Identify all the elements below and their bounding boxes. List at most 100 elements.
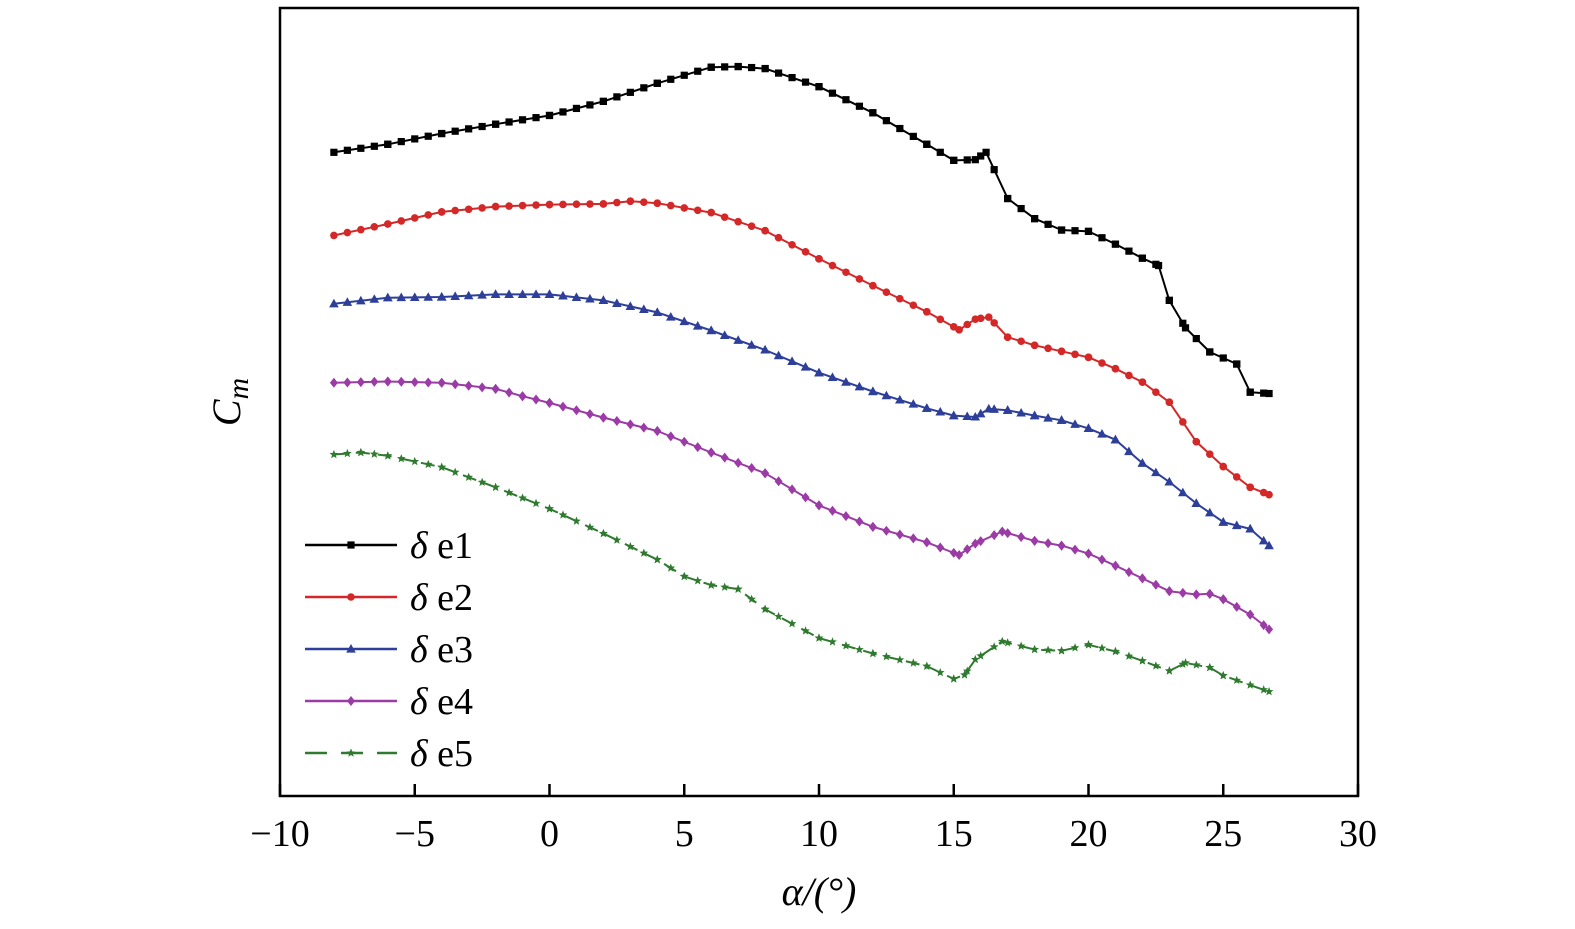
series-4-marker xyxy=(599,412,608,423)
series-4-marker xyxy=(505,387,514,398)
series-2-marker xyxy=(734,217,742,226)
series-5-marker xyxy=(989,642,999,651)
series-2-marker xyxy=(855,275,864,283)
series-3-marker xyxy=(396,292,407,302)
series-3-marker xyxy=(477,290,487,299)
legend-item-4: δ e4 xyxy=(305,681,473,723)
series-3-marker xyxy=(1043,412,1053,422)
series-1-marker xyxy=(411,135,419,143)
series-3-marker xyxy=(1083,423,1094,432)
x-tick-label: −10 xyxy=(250,813,309,855)
series-2-marker xyxy=(613,198,621,207)
series-1-marker xyxy=(1111,240,1120,248)
series-1-marker xyxy=(599,97,607,105)
series-1-marker xyxy=(640,84,648,92)
legend-label: δ e1 xyxy=(410,525,473,567)
series-4-marker xyxy=(410,377,419,388)
series-5-marker xyxy=(1232,675,1242,685)
series-4-marker xyxy=(949,547,958,558)
series-1-point xyxy=(982,148,990,156)
series-5-marker xyxy=(599,528,608,538)
series-1-marker xyxy=(586,101,594,109)
series-5-marker xyxy=(1124,651,1134,660)
series-2-marker xyxy=(990,319,998,327)
series-4-marker xyxy=(585,408,594,419)
series-4-marker xyxy=(424,377,433,388)
series-4-marker xyxy=(922,537,931,548)
series-5-marker xyxy=(720,582,730,591)
series-2 xyxy=(330,197,1273,499)
series-2-marker xyxy=(586,200,594,208)
series-3-marker xyxy=(706,325,716,335)
series-2-marker xyxy=(774,233,783,242)
series-1-marker xyxy=(707,63,715,71)
series-5-marker xyxy=(464,472,474,481)
series-4-marker xyxy=(370,376,379,387)
series-5-marker xyxy=(396,454,406,463)
series-2-marker xyxy=(1084,353,1093,362)
series-1-marker xyxy=(734,62,742,71)
series-1-point xyxy=(1181,324,1190,332)
series-2-marker xyxy=(1246,483,1254,492)
series-3-marker xyxy=(773,350,784,360)
series-4-marker xyxy=(693,442,702,453)
series-5-marker xyxy=(908,658,918,667)
legend-item-5: δ e5 xyxy=(305,733,473,775)
series-5-line xyxy=(333,451,1270,693)
series-3-marker xyxy=(881,390,892,400)
series-3-marker xyxy=(948,410,959,420)
series-3-marker xyxy=(679,316,690,326)
series-4-marker xyxy=(545,397,554,408)
series-4-marker xyxy=(1259,620,1268,631)
series-1-marker xyxy=(1044,220,1052,228)
series-5-marker xyxy=(1003,638,1013,647)
series-2-marker xyxy=(518,201,527,210)
series-3-marker xyxy=(383,292,393,302)
series-1-marker xyxy=(1233,360,1241,368)
series-5-marker xyxy=(733,584,743,593)
series-3-marker xyxy=(1191,498,1202,507)
series-1-marker xyxy=(788,74,796,82)
series-3-marker xyxy=(423,292,434,301)
series-4-marker xyxy=(1030,535,1039,546)
x-tick-label: 30 xyxy=(1339,813,1377,855)
series-5-marker xyxy=(531,498,541,508)
series-4-marker xyxy=(356,377,365,388)
series-1-marker xyxy=(694,67,702,75)
series-3-marker xyxy=(760,344,770,354)
series-2-marker xyxy=(707,208,715,217)
series-3-marker xyxy=(1164,476,1175,486)
series-5-point xyxy=(997,636,1007,646)
series-2-marker xyxy=(896,294,904,303)
series-4-marker xyxy=(788,484,797,495)
legend-symbol: δ xyxy=(410,525,429,567)
series-3-marker xyxy=(733,335,743,344)
series-5-marker xyxy=(1259,685,1269,694)
series-4-marker xyxy=(720,452,729,463)
series-4-marker xyxy=(801,492,810,503)
series-5-marker xyxy=(1218,670,1228,680)
legend-suffix: e1 xyxy=(428,525,473,567)
series-1-marker xyxy=(936,148,944,156)
series-2-marker xyxy=(599,200,608,208)
series-1-marker xyxy=(1179,319,1187,327)
series-3-marker xyxy=(962,411,973,421)
series-2-marker xyxy=(1125,371,1133,380)
series-3-line xyxy=(333,293,1270,547)
series-4-marker xyxy=(734,457,743,468)
series-2-marker xyxy=(1030,341,1039,350)
series-1-point xyxy=(971,156,979,164)
series-5-marker xyxy=(423,459,433,469)
series-4-marker xyxy=(383,376,392,387)
series-1 xyxy=(330,62,1273,398)
series-5-point xyxy=(1264,687,1274,696)
series-3-marker xyxy=(1245,523,1255,533)
series-5-marker xyxy=(801,626,810,635)
series-4-point xyxy=(998,526,1007,537)
series-1-marker xyxy=(505,118,513,126)
legend-marker xyxy=(347,696,355,706)
series-1-point xyxy=(1265,389,1273,398)
series-2-marker xyxy=(828,261,837,270)
series-3-marker xyxy=(369,294,380,303)
series-4-marker xyxy=(855,516,864,527)
